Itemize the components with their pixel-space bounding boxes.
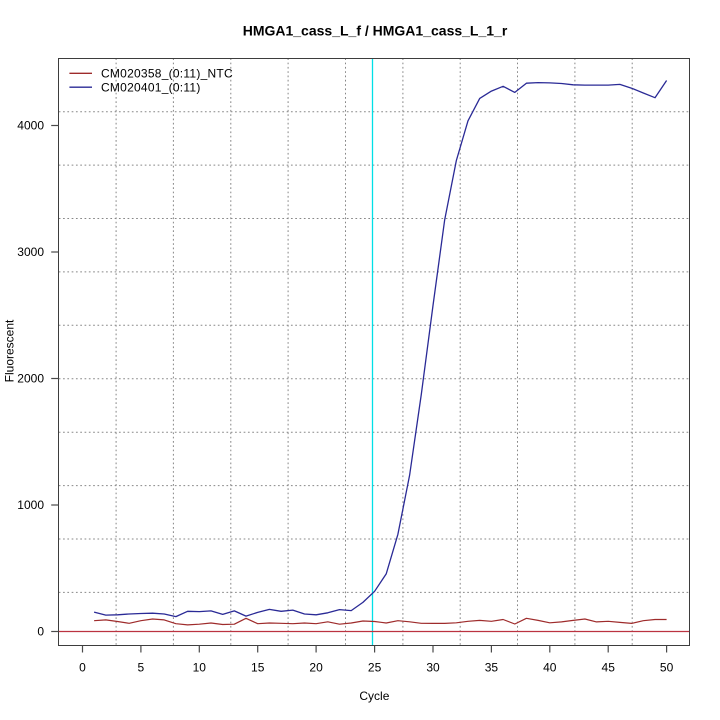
svg-text:0: 0 xyxy=(37,625,44,639)
svg-text:Cycle: Cycle xyxy=(359,689,389,703)
svg-text:35: 35 xyxy=(485,661,499,675)
svg-text:30: 30 xyxy=(426,661,440,675)
svg-text:15: 15 xyxy=(251,661,265,675)
svg-text:20: 20 xyxy=(309,661,323,675)
svg-text:HMGA1_cass_L_f / HMGA1_cass_L_: HMGA1_cass_L_f / HMGA1_cass_L_1_r xyxy=(243,23,508,39)
svg-text:40: 40 xyxy=(543,661,557,675)
svg-text:Fluorescent: Fluorescent xyxy=(3,319,17,382)
svg-text:0: 0 xyxy=(79,661,86,675)
svg-text:2000: 2000 xyxy=(17,372,44,386)
svg-text:1000: 1000 xyxy=(17,498,44,512)
svg-text:3000: 3000 xyxy=(17,245,44,259)
svg-text:10: 10 xyxy=(193,661,207,675)
svg-text:4000: 4000 xyxy=(17,119,44,133)
svg-text:CM020401_(0:11): CM020401_(0:11) xyxy=(101,80,201,94)
svg-text:5: 5 xyxy=(138,661,145,675)
svg-text:25: 25 xyxy=(368,661,382,675)
svg-text:50: 50 xyxy=(660,661,674,675)
svg-text:CM020358_(0:11)_NTC: CM020358_(0:11)_NTC xyxy=(101,67,233,81)
svg-text:45: 45 xyxy=(602,661,616,675)
